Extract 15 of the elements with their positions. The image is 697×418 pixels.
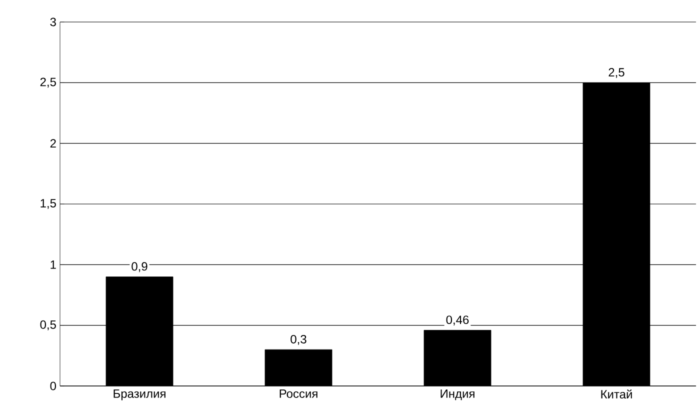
x-tick-label: Россия — [280, 390, 318, 398]
data-label: 0,46 — [446, 316, 469, 326]
x-tick-label: Китай — [601, 390, 632, 399]
y-tick-label: 2,5 — [40, 78, 56, 88]
x-tick-label: Бразилия — [114, 390, 166, 400]
y-tick-label: 0,5 — [40, 320, 56, 330]
data-label: 0,3 — [290, 334, 306, 345]
y-tick-label: 3 — [50, 18, 56, 26]
y-tick-label: 2 — [50, 139, 56, 148]
data-label: 0,9 — [132, 262, 148, 272]
data-label: 2,5 — [608, 68, 624, 78]
y-tick-label: 1,5 — [40, 199, 56, 209]
y-tick-label: 0 — [50, 382, 56, 390]
y-tick-label: 1 — [50, 260, 56, 269]
x-tick-label: Индия — [440, 390, 474, 400]
